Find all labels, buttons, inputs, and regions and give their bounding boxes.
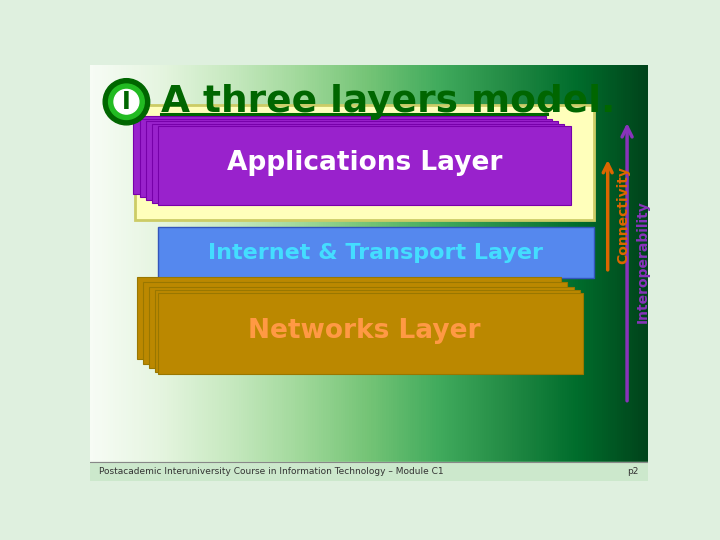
- Text: I: I: [122, 90, 131, 114]
- Bar: [133, 116, 546, 194]
- Bar: [155, 291, 580, 372]
- Bar: [158, 227, 594, 278]
- Text: p2: p2: [627, 467, 639, 476]
- Bar: [158, 126, 570, 205]
- Bar: [140, 119, 552, 197]
- Text: Postacademic Interuniversity Course in Information Technology – Module C1: Postacademic Interuniversity Course in I…: [99, 467, 444, 476]
- Circle shape: [109, 84, 144, 119]
- Bar: [149, 287, 574, 368]
- Text: Interoperability: Interoperability: [636, 200, 649, 323]
- Text: A three layers model.: A three layers model.: [161, 84, 616, 120]
- Bar: [137, 278, 561, 359]
- Circle shape: [103, 79, 150, 125]
- Text: Applications Layer: Applications Layer: [227, 150, 502, 177]
- Circle shape: [114, 90, 139, 114]
- Text: Networks Layer: Networks Layer: [248, 318, 481, 344]
- Bar: [90, 462, 648, 481]
- Bar: [143, 282, 567, 363]
- Text: Connectivity: Connectivity: [616, 166, 630, 264]
- Bar: [152, 124, 564, 202]
- Text: Internet & Transport Layer: Internet & Transport Layer: [209, 242, 544, 262]
- Bar: [135, 105, 594, 220]
- Bar: [158, 293, 583, 374]
- Bar: [145, 121, 558, 200]
